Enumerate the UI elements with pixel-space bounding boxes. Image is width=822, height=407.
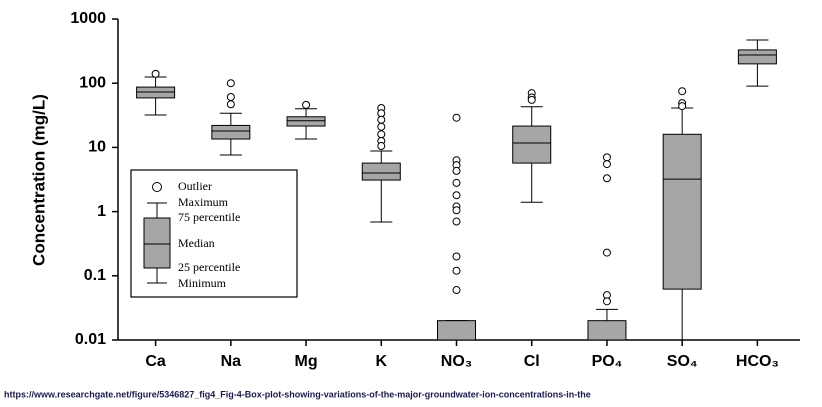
box	[662, 133, 702, 290]
outlier	[226, 92, 235, 101]
outlier	[452, 166, 461, 175]
box	[737, 49, 777, 65]
outlier	[452, 178, 461, 187]
box	[211, 124, 251, 140]
outlier	[226, 100, 235, 109]
outlier	[452, 113, 461, 122]
legend-label: Minimum	[178, 276, 227, 290]
y-tick-label: 0.01	[75, 331, 106, 348]
outlier	[527, 95, 536, 104]
source-url: https://www.researchgate.net/figure/5346…	[4, 389, 591, 399]
outlier	[452, 286, 461, 295]
legend-label: Median	[178, 236, 215, 250]
x-tick-label: Ca	[145, 353, 166, 370]
outlier	[302, 100, 311, 109]
outlier	[602, 153, 611, 162]
x-tick-label: PO₄	[592, 353, 623, 370]
outlier	[678, 87, 687, 96]
outlier	[452, 217, 461, 226]
outlier	[377, 115, 386, 124]
legend-label: Maximum	[178, 195, 229, 209]
box	[437, 320, 476, 341]
box	[286, 116, 326, 127]
y-axis-label: Concentration (mg/L)	[29, 94, 48, 266]
outlier	[602, 297, 611, 306]
x-tick-label: Na	[221, 353, 242, 370]
outlier	[452, 252, 461, 261]
legend-label: 75 percentile	[178, 210, 240, 224]
y-tick-label: 1000	[70, 10, 106, 27]
outlier	[226, 79, 235, 88]
outlier	[151, 69, 160, 78]
x-tick-label: Mg	[295, 353, 318, 370]
outlier	[377, 142, 386, 151]
legend-label: 25 percentile	[178, 260, 240, 274]
box	[587, 320, 627, 341]
outlier	[678, 102, 687, 111]
x-tick-label: SO₄	[667, 353, 698, 370]
outlier	[377, 130, 386, 139]
outlier	[602, 160, 611, 169]
outlier	[452, 266, 461, 275]
x-tick-label: HCO₃	[736, 353, 779, 370]
box	[361, 162, 401, 181]
legend-outlier	[152, 182, 162, 192]
y-tick-label: 10	[88, 139, 106, 156]
legend-label: Outlier	[178, 179, 212, 193]
box	[512, 125, 552, 164]
outlier	[377, 122, 386, 131]
x-tick-label: NO₃	[441, 353, 472, 370]
outlier	[452, 191, 461, 200]
x-tick-label: K	[375, 353, 387, 370]
legend: Outlier Maximum 75 percentile Median 25 …	[130, 169, 298, 298]
x-tick-label: Cl	[524, 353, 540, 370]
legend-box	[143, 217, 171, 269]
y-tick-label: 100	[79, 74, 106, 91]
y-tick-label: 0.1	[84, 267, 106, 284]
y-tick-label: 1	[97, 203, 106, 220]
outlier	[602, 248, 611, 257]
outlier	[452, 206, 461, 215]
outlier	[602, 174, 611, 183]
box	[136, 86, 176, 99]
